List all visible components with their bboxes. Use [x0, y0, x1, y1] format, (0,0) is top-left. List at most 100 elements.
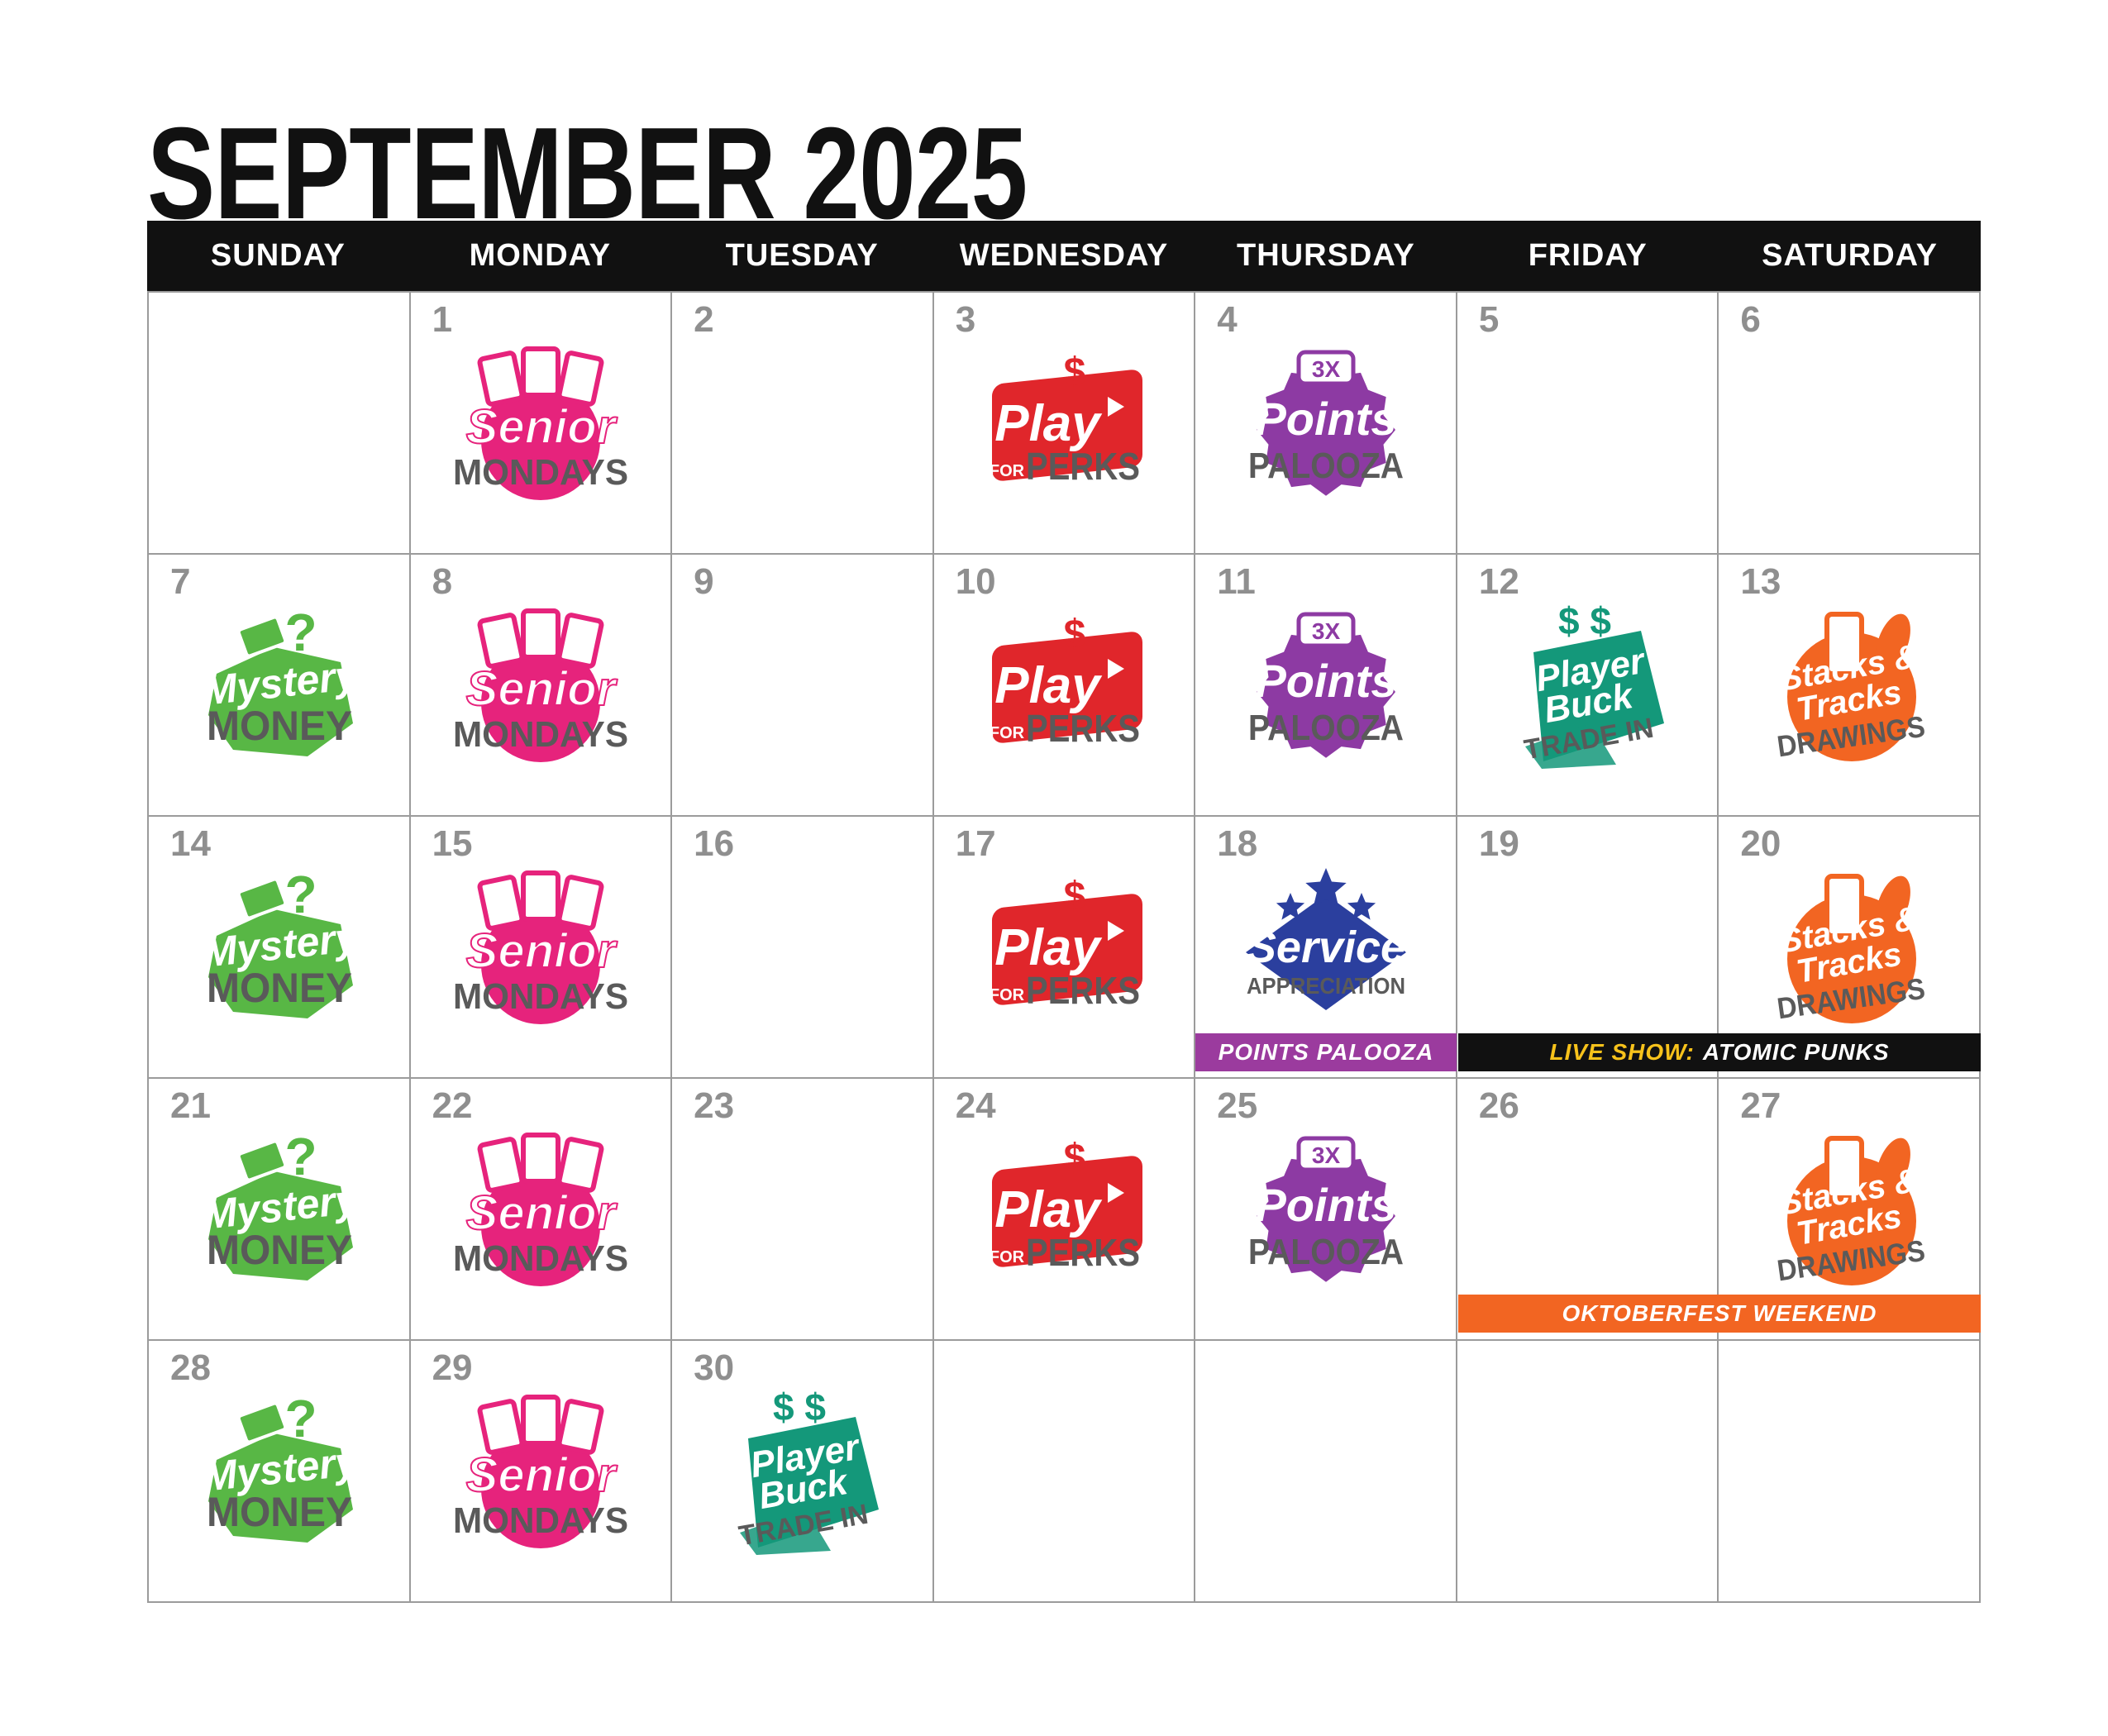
- logo-text-points: Points: [1255, 655, 1396, 707]
- logo-text-perks: PERKS: [1026, 1231, 1140, 1274]
- day-cell-18[interactable]: 18 Service APPRECIATION: [1195, 817, 1457, 1079]
- event-logo-stacks: Stacks & Tracks DRAWINGS: [1754, 1123, 1944, 1297]
- day-number: 5: [1478, 299, 1500, 340]
- logo-text-for: FOR: [990, 462, 1025, 480]
- day-cell-17[interactable]: 17 $ Play FOR PERKS: [933, 817, 1196, 1079]
- logo-text-mondays: MONDAYS: [453, 714, 628, 755]
- day-cell-16[interactable]: 16: [672, 817, 934, 1079]
- question-icon: ?: [285, 1389, 317, 1448]
- logo-text-senior: Senior: [466, 400, 618, 454]
- day-cell-26[interactable]: 26: [1457, 1079, 1719, 1341]
- banner-live-show: LIVE SHOW: ATOMIC PUNKS: [1458, 1033, 1981, 1071]
- day-cell-6[interactable]: 6: [1719, 293, 1981, 555]
- event-logo-senior: Senior MONDAYS: [446, 861, 636, 1035]
- day-cell-28[interactable]: 28? Mystery MONEY: [149, 1341, 411, 1603]
- day-cell-11[interactable]: 11 3X Points PALOOZA: [1195, 555, 1457, 817]
- logo-text-senior: Senior: [466, 662, 618, 716]
- play-dollar-icon: [991, 894, 1142, 1005]
- event-logo-points: 3X Points PALOOZA: [1231, 337, 1421, 511]
- event-logo-service: Service APPRECIATION: [1231, 861, 1421, 1035]
- logo-text-palooza: PALOOZA: [1248, 1232, 1404, 1272]
- day-number: 14: [170, 823, 211, 864]
- day-cell-29[interactable]: 29 Senior MONDAYS: [410, 1341, 673, 1603]
- empty-cell: [1457, 1341, 1719, 1603]
- logo-text-for: FOR: [990, 986, 1025, 1004]
- logo-text-mondays: MONDAYS: [453, 976, 628, 1017]
- event-logo-perks: $ Play FOR PERKS: [969, 861, 1159, 1035]
- day-number: 25: [1217, 1085, 1258, 1126]
- day-cell-14[interactable]: 14? Mystery MONEY: [149, 817, 411, 1079]
- day-number: 8: [432, 561, 453, 602]
- cards-icon: [477, 1133, 604, 1286]
- logo-text-for: FOR: [990, 724, 1025, 742]
- day-number: 6: [1740, 299, 1761, 340]
- logo-text-play: Play: [994, 919, 1103, 976]
- event-logo-senior: Senior MONDAYS: [446, 1385, 636, 1559]
- starburst-icon: [1256, 612, 1395, 758]
- event-logo-stacks: Stacks & Tracks DRAWINGS: [1754, 861, 1944, 1035]
- day-cell-3[interactable]: 3 $ Play FOR PERKS: [933, 293, 1196, 555]
- day-cell-30[interactable]: 30 $ $ Player Buck TRADE IN: [672, 1341, 934, 1603]
- event-logo-perks: $ Play FOR PERKS: [969, 1123, 1159, 1297]
- money-question-icon: [208, 877, 354, 1018]
- weekday-tuesday: TUESDAY: [725, 238, 879, 273]
- banner-live-label: LIVE SHOW:: [1549, 1039, 1695, 1065]
- day-number: 7: [170, 561, 191, 602]
- weekday-sunday: SUNDAY: [210, 238, 346, 273]
- day-cell-2[interactable]: 2: [672, 293, 934, 555]
- logo-text-money: MONEY: [207, 703, 352, 749]
- event-logo-mystery: ? Mystery MONEY: [184, 599, 374, 773]
- day-number: 28: [170, 1347, 211, 1388]
- day-cell-20[interactable]: 20 Stacks & Tracks DRAWINGS: [1719, 817, 1981, 1079]
- weekday-saturday: SATURDAY: [1762, 238, 1938, 273]
- event-logo-mystery: ? Mystery MONEY: [184, 1123, 374, 1297]
- day-number: 11: [1217, 561, 1256, 602]
- event-logo-points: 3X Points PALOOZA: [1231, 1123, 1421, 1297]
- day-cell-10[interactable]: 10 $ Play FOR PERKS: [933, 555, 1196, 817]
- logo-text-money: MONEY: [207, 1489, 352, 1535]
- day-cell-19[interactable]: 19: [1457, 817, 1719, 1079]
- day-cell-22[interactable]: 22 Senior MONDAYS: [410, 1079, 673, 1341]
- logo-text-money: MONEY: [207, 965, 352, 1011]
- day-cell-21[interactable]: 21? Mystery MONEY: [149, 1079, 411, 1341]
- cards-icon: [477, 870, 604, 1024]
- day-cell-23[interactable]: 23: [672, 1079, 934, 1341]
- day-cell-7[interactable]: 7? Mystery MONEY: [149, 555, 411, 817]
- day-cell-27[interactable]: 27 Stacks & Tracks DRAWINGS: [1719, 1079, 1981, 1341]
- event-logo-senior: Senior MONDAYS: [446, 337, 636, 511]
- day-number: 24: [955, 1085, 996, 1126]
- banner-oktoberfest-text: OKTOBERFEST WEEKEND: [1562, 1300, 1877, 1326]
- dollar-icon: $ $: [773, 1385, 826, 1428]
- day-cell-24[interactable]: 24 $ Play FOR PERKS: [933, 1079, 1196, 1341]
- logo-text-senior: Senior: [466, 924, 618, 978]
- day-cell-15[interactable]: 15 Senior MONDAYS: [410, 817, 673, 1079]
- day-number: 15: [432, 823, 473, 864]
- logo-text-perks: PERKS: [1026, 707, 1140, 750]
- logo-text-3x: 3X: [1311, 618, 1340, 644]
- logo-text-play: Play: [994, 395, 1103, 452]
- day-cell-12[interactable]: 12 $ $ Player Buck TRADE IN: [1457, 555, 1719, 817]
- weekday-wednesday: WEDNESDAY: [959, 238, 1169, 273]
- day-cell-4[interactable]: 4 3X Points PALOOZA: [1195, 293, 1457, 555]
- day-cell-25[interactable]: 25 3X Points PALOOZA: [1195, 1079, 1457, 1341]
- day-cell-1[interactable]: 1 Senior MONDAYS: [410, 293, 673, 555]
- day-number: 2: [694, 299, 714, 340]
- money-question-icon: [208, 1401, 354, 1543]
- calendar: SUNDAY MONDAY TUESDAY WEDNESDAY THURSDAY…: [147, 221, 1981, 1603]
- day-number: 4: [1217, 299, 1238, 340]
- logo-text-points: Points: [1255, 393, 1396, 445]
- starburst-icon: [1256, 1136, 1395, 1282]
- logo-text-perks: PERKS: [1026, 969, 1140, 1012]
- stars-icon: [1245, 868, 1406, 1010]
- cards-icon: [477, 608, 604, 762]
- logo-text-mondays: MONDAYS: [453, 1238, 628, 1279]
- day-cell-8[interactable]: 8 Senior MONDAYS: [410, 555, 673, 817]
- day-number: 20: [1740, 823, 1781, 864]
- logo-text-mondays: MONDAYS: [453, 1500, 628, 1541]
- day-cell-9[interactable]: 9: [672, 555, 934, 817]
- day-cell-5[interactable]: 5: [1457, 293, 1719, 555]
- page-title: SEPTEMBER 2025: [147, 101, 1028, 246]
- logo-text-3x: 3X: [1311, 356, 1340, 382]
- logo-text-perks: PERKS: [1026, 445, 1140, 488]
- day-cell-13[interactable]: 13 Stacks & Tracks DRAWINGS: [1719, 555, 1981, 817]
